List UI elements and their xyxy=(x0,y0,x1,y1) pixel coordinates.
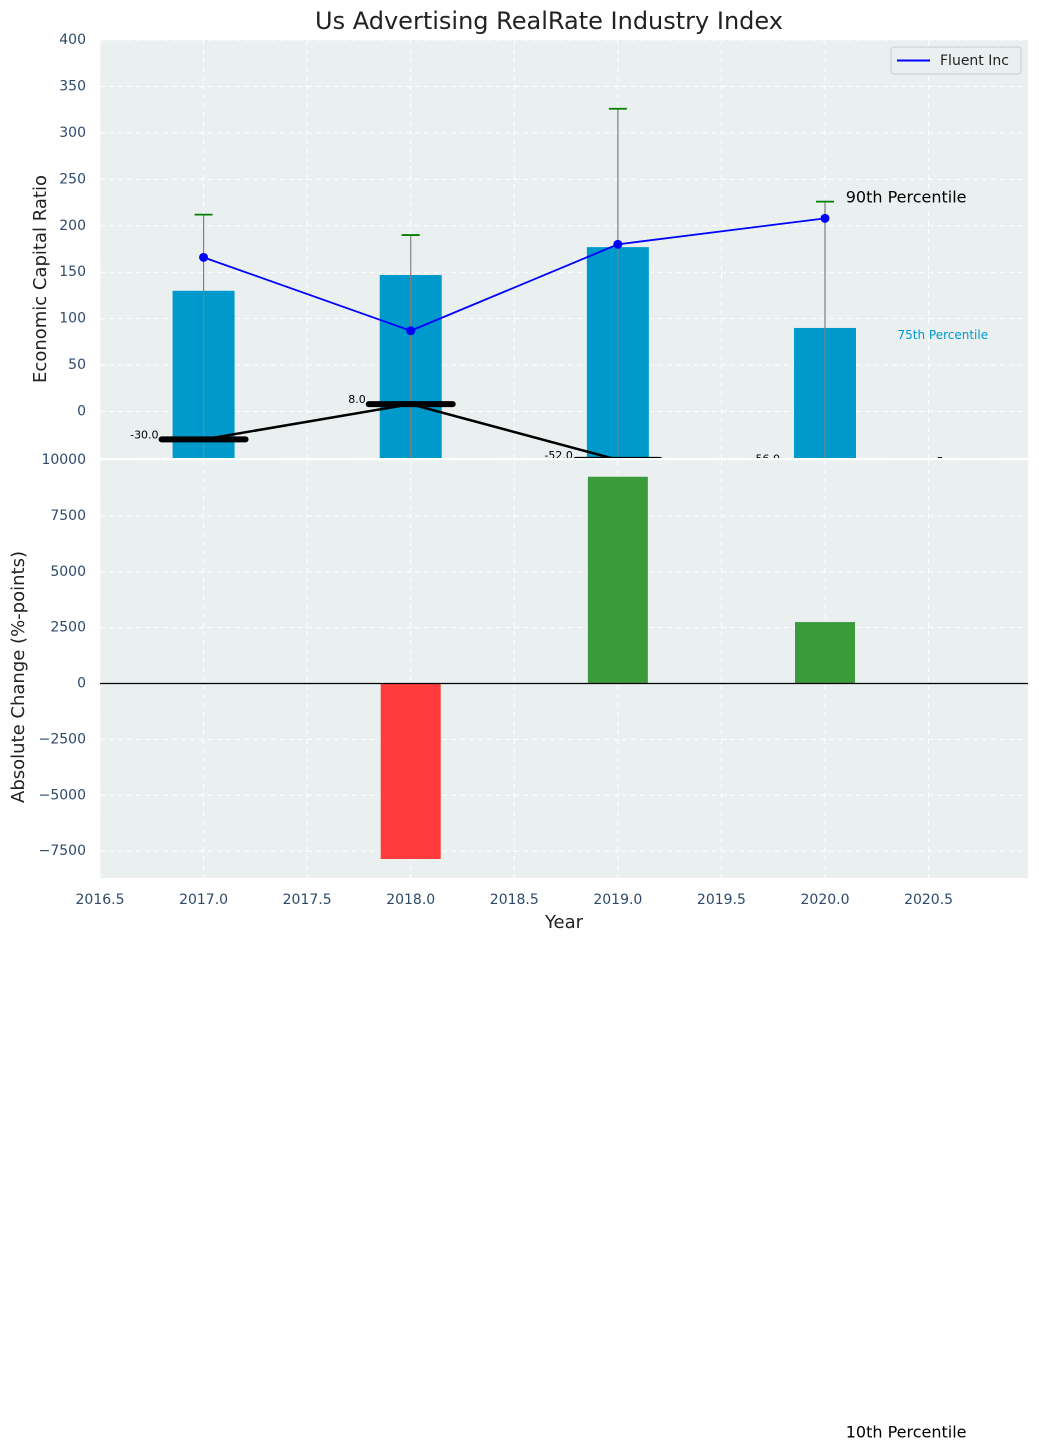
legend-box xyxy=(890,46,1022,75)
legend: Fluent Inc xyxy=(890,46,1022,75)
x-tick-label: 2020.0 xyxy=(801,892,850,908)
p10-value-label: -52.0 xyxy=(544,449,572,462)
fluent-point xyxy=(199,252,209,262)
p10-value-label: -56.0 xyxy=(752,453,780,466)
bottom-plot-background xyxy=(100,460,1028,878)
fluent-point xyxy=(820,213,830,223)
top-y-tick-label: 150 xyxy=(59,264,86,280)
x-tick-label: 2018.0 xyxy=(386,892,435,908)
top-y-tick-label: 400 xyxy=(59,32,86,48)
change-bar xyxy=(587,476,648,684)
fluent-point xyxy=(613,239,623,249)
p10-value-label: -30.0 xyxy=(130,428,158,441)
top-plot-background xyxy=(100,40,1028,458)
x-tick-label: 2019.5 xyxy=(697,892,746,908)
x-tick-label: 2018.5 xyxy=(490,892,539,908)
top-plot-group: -30.0 8.0 -52.0 -56.0 90th Percentile 75th Pe… xyxy=(130,107,989,468)
x-tick-label: 2017.5 xyxy=(283,892,332,908)
p10-value-label: 8.0 xyxy=(348,393,366,406)
top-y-tick-label: 50 xyxy=(68,357,86,373)
top-y-tick-label: 300 xyxy=(59,125,86,141)
legend-label-fluent: Fluent Inc xyxy=(940,53,1009,69)
top-y-tick-label: 250 xyxy=(59,171,86,187)
x-axis-label: Year xyxy=(544,912,584,933)
fluent-point xyxy=(406,326,416,336)
fluent-series-line xyxy=(203,217,826,332)
bottom-y-tick-label: 2500 xyxy=(50,620,86,636)
bottom-y-axis-label: Absolute Change (%-points) xyxy=(8,551,29,803)
bottom-y-tick-label: −5000 xyxy=(39,787,86,803)
p90-annotation: 90th Percentile xyxy=(846,187,967,206)
top-y-tick-label: 0 xyxy=(77,404,86,420)
p10-annotation: 10th Percentile xyxy=(846,1423,967,1442)
bottom-y-tick-label: 0 xyxy=(77,676,86,692)
top-y-tick-label: 200 xyxy=(59,218,86,234)
bottom-y-tick-label: −2500 xyxy=(39,731,86,747)
p75-annotation: 75th Percentile xyxy=(898,328,989,342)
top-y-axis-label: Economic Capital Ratio xyxy=(30,175,51,383)
change-bar xyxy=(380,683,441,859)
bottom-plot-group xyxy=(100,476,1028,859)
bottom-y-tick-label: 7500 xyxy=(50,508,86,524)
bottom-y-tick-label: 5000 xyxy=(50,564,86,580)
bottom-y-tick-label: 10000 xyxy=(41,452,86,468)
cut-annotation: -5... xyxy=(933,455,954,468)
x-tick-label: 2016.5 xyxy=(76,892,125,908)
top-y-tick-label: 100 xyxy=(59,311,86,327)
x-tick-label: 2020.5 xyxy=(904,892,953,908)
x-tick-label: 2017.0 xyxy=(179,892,228,908)
p10-series-line xyxy=(203,402,616,458)
top-y-tick-label: 350 xyxy=(59,78,86,94)
x-tick-label: 2019.0 xyxy=(593,892,642,908)
bottom-y-tick-label: −7500 xyxy=(39,843,86,859)
change-bar xyxy=(795,622,855,684)
chart-title: Us Advertising RealRate Industry Index xyxy=(315,7,783,35)
